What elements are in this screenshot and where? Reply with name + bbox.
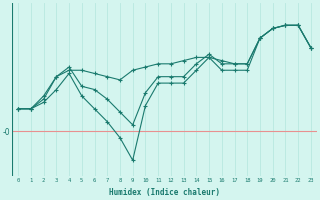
X-axis label: Humidex (Indice chaleur): Humidex (Indice chaleur)	[109, 188, 220, 197]
